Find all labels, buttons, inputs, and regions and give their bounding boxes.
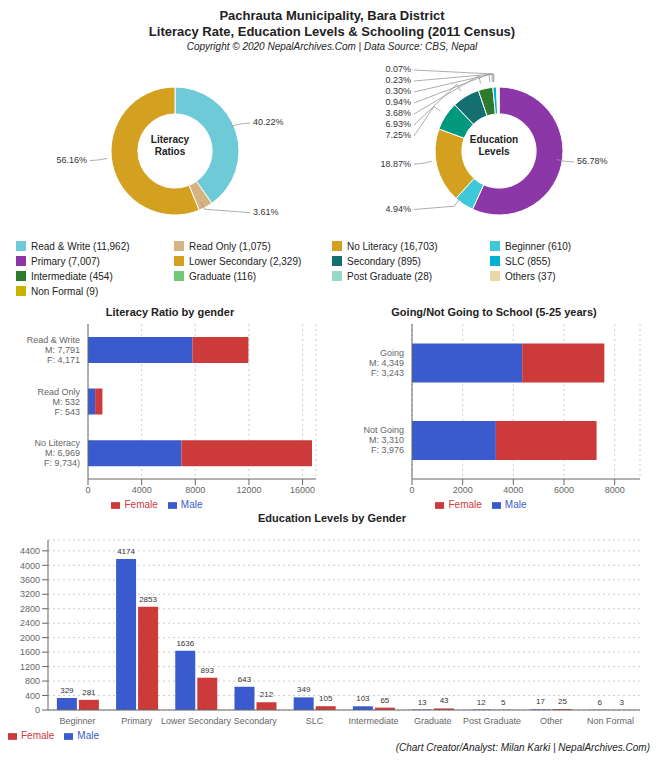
svg-text:212: 212 — [260, 690, 274, 699]
svg-text:893: 893 — [201, 666, 215, 675]
svg-text:65: 65 — [380, 696, 389, 705]
svg-text:43: 43 — [440, 696, 449, 705]
html-text:Male: Male — [180, 499, 203, 510]
html-text:Copyright © 2020 NepalArchives: Copyright © 2020 NepalArchives.Com | Dat… — [186, 41, 478, 52]
html-text:Literacy Ratio by gender: Literacy Ratio by gender — [105, 306, 235, 318]
svg-text:56.78%: 56.78% — [577, 156, 608, 166]
svg-text:8000: 8000 — [185, 485, 205, 495]
svg-text:4000: 4000 — [132, 485, 152, 495]
svg-text:2800: 2800 — [20, 604, 40, 614]
html-text:Education Levels by Gender: Education Levels by Gender — [258, 512, 406, 524]
svg-text:0: 0 — [85, 485, 90, 495]
svg-text:7.25%: 7.25% — [385, 130, 411, 140]
html-text:Intermediate (454): Intermediate (454) — [31, 270, 113, 282]
svg-text:1200: 1200 — [20, 662, 40, 672]
svg-text:2400: 2400 — [20, 618, 40, 628]
svg-text:1600: 1600 — [20, 647, 40, 657]
svg-text:SLC: SLC — [306, 716, 324, 726]
svg-text:Primary: Primary — [121, 716, 152, 726]
svg-text:1636: 1636 — [176, 639, 194, 648]
svg-text:40.22%: 40.22% — [253, 117, 284, 127]
svg-text:6.93%: 6.93% — [385, 119, 411, 129]
svg-text:3600: 3600 — [20, 575, 40, 585]
html-text:Male: Male — [504, 499, 527, 510]
html-text:Pachrauta Municipality, Bara D: Pachrauta Municipality, Bara District — [219, 8, 445, 23]
svg-text:12: 12 — [477, 698, 486, 707]
svg-text:4.94%: 4.94% — [385, 204, 411, 214]
svg-text:Not GoingM: 3,310F: 3,976: Not GoingM: 3,310F: 3,976 — [363, 425, 404, 455]
svg-text:8000: 8000 — [605, 485, 625, 495]
svg-text:4000: 4000 — [20, 561, 40, 571]
html-text:Male: Male — [77, 730, 99, 741]
html-text:Read Only (1,075): Read Only (1,075) — [189, 240, 271, 252]
svg-text:643: 643 — [238, 675, 252, 684]
svg-text:12000: 12000 — [236, 485, 261, 495]
svg-text:5: 5 — [501, 698, 506, 707]
html-text:SLC (855): SLC (855) — [505, 255, 551, 267]
svg-text:Other: Other — [540, 716, 563, 726]
svg-text:No LiteracyM: 6,969F: 9,734): No LiteracyM: 6,969F: 9,734) — [34, 438, 80, 468]
svg-text:GoingM: 4,349F: 3,243: GoingM: 4,349F: 3,243 — [369, 348, 404, 378]
svg-text:Beginner: Beginner — [60, 716, 96, 726]
svg-text:3.68%: 3.68% — [385, 108, 411, 118]
svg-text:400: 400 — [25, 691, 40, 701]
svg-text:0.94%: 0.94% — [385, 97, 411, 107]
svg-text:0.07%: 0.07% — [385, 64, 411, 74]
svg-text:Graduate: Graduate — [414, 716, 452, 726]
svg-text:3200: 3200 — [20, 589, 40, 599]
svg-text:Post Graduate: Post Graduate — [463, 716, 521, 726]
svg-text:4000: 4000 — [503, 485, 523, 495]
svg-text:16000: 16000 — [290, 485, 315, 495]
html-text:Secondary (895): Secondary (895) — [347, 255, 421, 267]
html-text:Female: Female — [448, 499, 482, 510]
svg-text:2853: 2853 — [139, 595, 157, 604]
svg-text:2000: 2000 — [453, 485, 473, 495]
html-text:(Chart Creator/Analyst: Milan: (Chart Creator/Analyst: Milan Karki | Ne… — [395, 742, 650, 753]
svg-text:281: 281 — [82, 688, 96, 697]
svg-text:4174: 4174 — [117, 547, 135, 556]
html-text:Female: Female — [124, 499, 158, 510]
html-text:Non Formal (9): Non Formal (9) — [31, 285, 99, 297]
svg-text:2000: 2000 — [20, 633, 40, 643]
svg-text:Read OnlyM: 532F: 543: Read OnlyM: 532F: 543 — [37, 387, 80, 417]
svg-text:17: 17 — [536, 697, 545, 706]
html-text:Others (37): Others (37) — [505, 270, 556, 282]
html-text:Read & Write (11,962): Read & Write (11,962) — [31, 240, 130, 252]
svg-text:4400: 4400 — [20, 546, 40, 556]
svg-text:18.87%: 18.87% — [380, 159, 411, 169]
html-text:Beginner (610): Beginner (610) — [505, 240, 572, 252]
svg-text:6: 6 — [597, 698, 602, 707]
svg-text:3.61%: 3.61% — [253, 207, 279, 217]
svg-text:800: 800 — [25, 676, 40, 686]
html-text:Graduate (116): Graduate (116) — [189, 270, 257, 282]
svg-text:329: 329 — [60, 686, 74, 695]
svg-text:Lower Secondary: Lower Secondary — [161, 716, 232, 726]
html-text:Female: Female — [21, 730, 55, 741]
svg-text:Read & WriteM: 7,791F: 4,171: Read & WriteM: 7,791F: 4,171 — [27, 335, 80, 365]
html-text:Education Levels: Education Levels — [469, 134, 519, 157]
html-text:Literacy Rate, Education Level: Literacy Rate, Education Levels & School… — [148, 24, 516, 39]
svg-text:105: 105 — [319, 694, 333, 703]
svg-text:Secondary: Secondary — [234, 716, 278, 726]
svg-text:0.23%: 0.23% — [385, 75, 411, 85]
svg-text:349: 349 — [297, 685, 311, 694]
svg-text:0: 0 — [35, 705, 40, 715]
svg-text:3: 3 — [619, 698, 624, 707]
html-text:Literacy Ratios: Literacy Ratios — [150, 134, 190, 157]
html-text:Primary (7,007): Primary (7,007) — [31, 255, 100, 267]
svg-text:0.30%: 0.30% — [385, 86, 411, 96]
svg-text:6000: 6000 — [554, 485, 574, 495]
html-text:Lower Secondary (2,329): Lower Secondary (2,329) — [189, 255, 302, 267]
html-text:Going/Not Going to School (5-2: Going/Not Going to School (5-25 years) — [391, 306, 597, 318]
svg-text:56.16%: 56.16% — [56, 155, 87, 165]
svg-text:Non Formal: Non Formal — [587, 716, 634, 726]
html-text:Post Graduate (28): Post Graduate (28) — [347, 270, 432, 282]
html-text:No Literacy (16,703): No Literacy (16,703) — [347, 240, 438, 252]
svg-text:25: 25 — [558, 697, 567, 706]
svg-text:0: 0 — [409, 485, 414, 495]
svg-text:103: 103 — [356, 694, 370, 703]
svg-text:Intermediate: Intermediate — [349, 716, 399, 726]
svg-text:13: 13 — [418, 698, 427, 707]
